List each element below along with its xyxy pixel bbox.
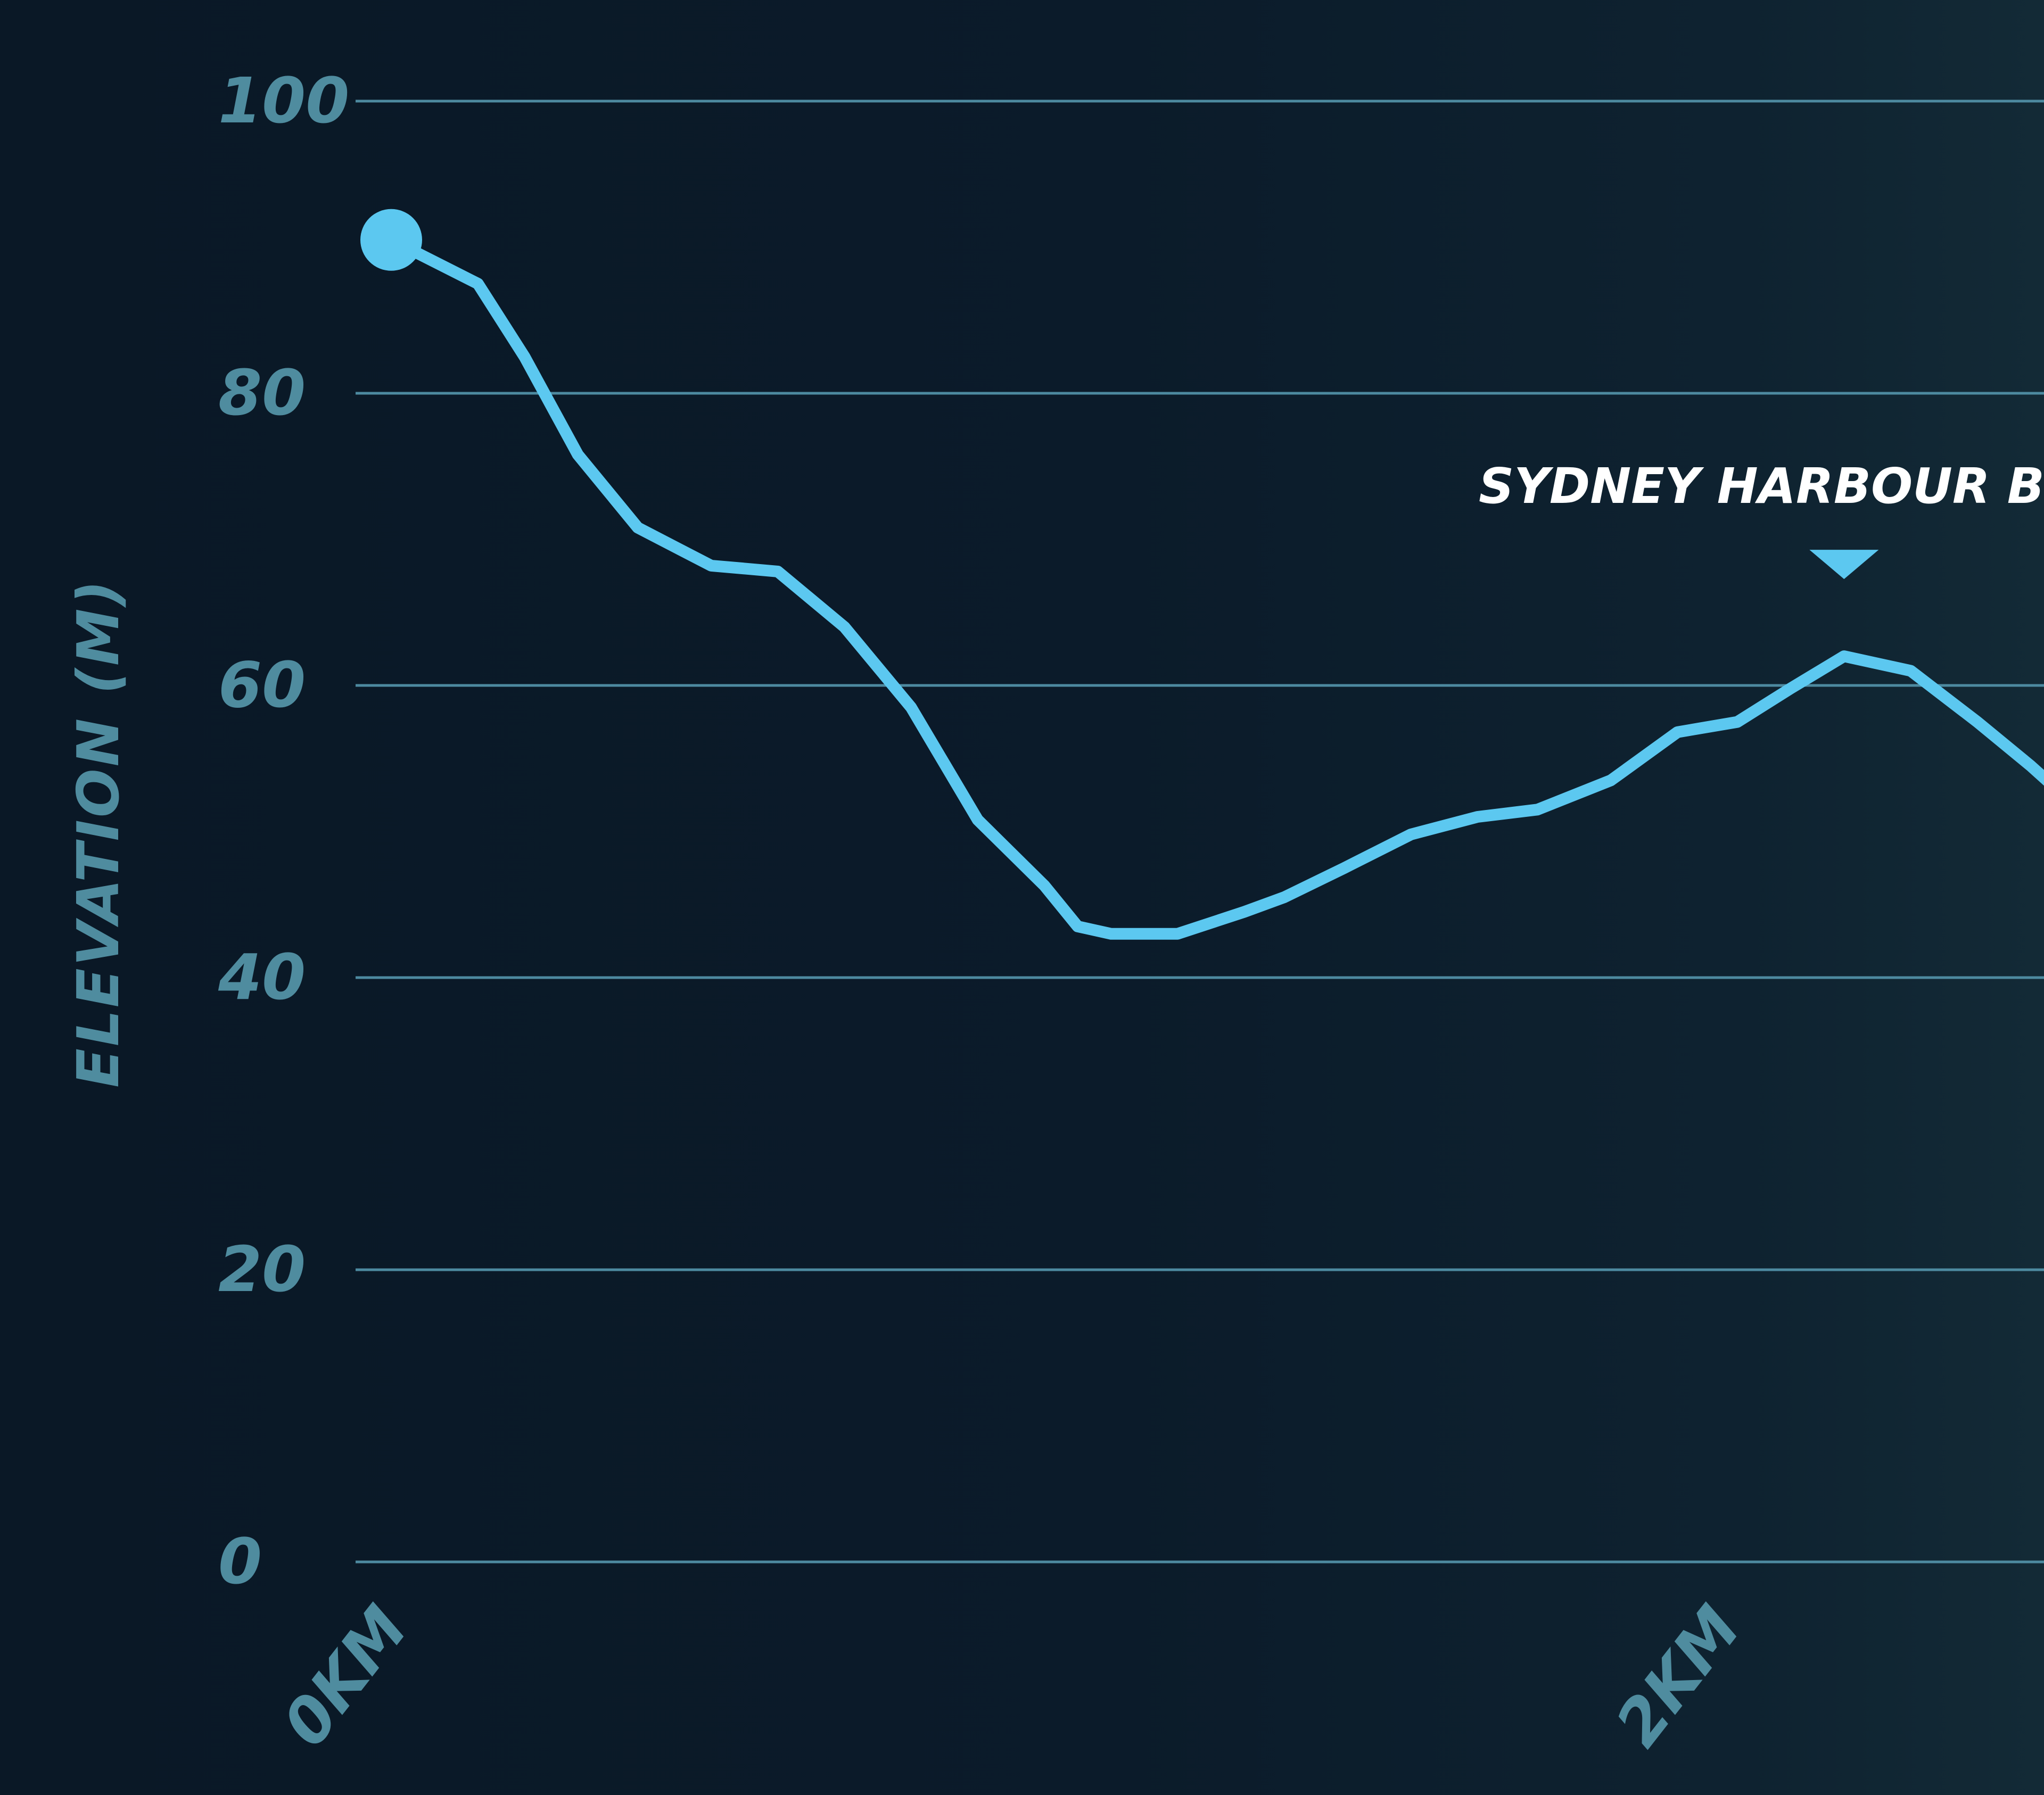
y-tick-label-40: 40 (218, 940, 306, 1014)
x-tick-labels: 0KM2KM4KM (268, 1592, 1754, 1759)
y-tick-label-0: 0 (218, 1525, 262, 1598)
y-tick-label-80: 80 (218, 356, 306, 429)
gridlines (356, 100, 2044, 1564)
y-axis-title: ELEVATION (M) (65, 578, 132, 1088)
start-point-marker (360, 209, 422, 271)
annotation-label: SYDNEY HARBOUR BRIDGE (1479, 458, 2044, 515)
x-tick-label-0KM: 0KM (268, 1592, 422, 1759)
x-tick-label-2KM: 2KM (1601, 1592, 1754, 1759)
y-tick-label-20: 20 (218, 1232, 306, 1306)
y-tick-label-100: 100 (218, 64, 349, 137)
annotation-layer: SYDNEY HARBOUR BRIDGE (1479, 458, 2044, 580)
series-layer (360, 209, 2044, 940)
y-tick-label-60: 60 (218, 648, 306, 722)
y-tick-labels: 0 20 40 60 80 100 (218, 64, 349, 1598)
annotation-pointer-icon (1809, 550, 1879, 580)
series-line-0 (385, 234, 2044, 940)
